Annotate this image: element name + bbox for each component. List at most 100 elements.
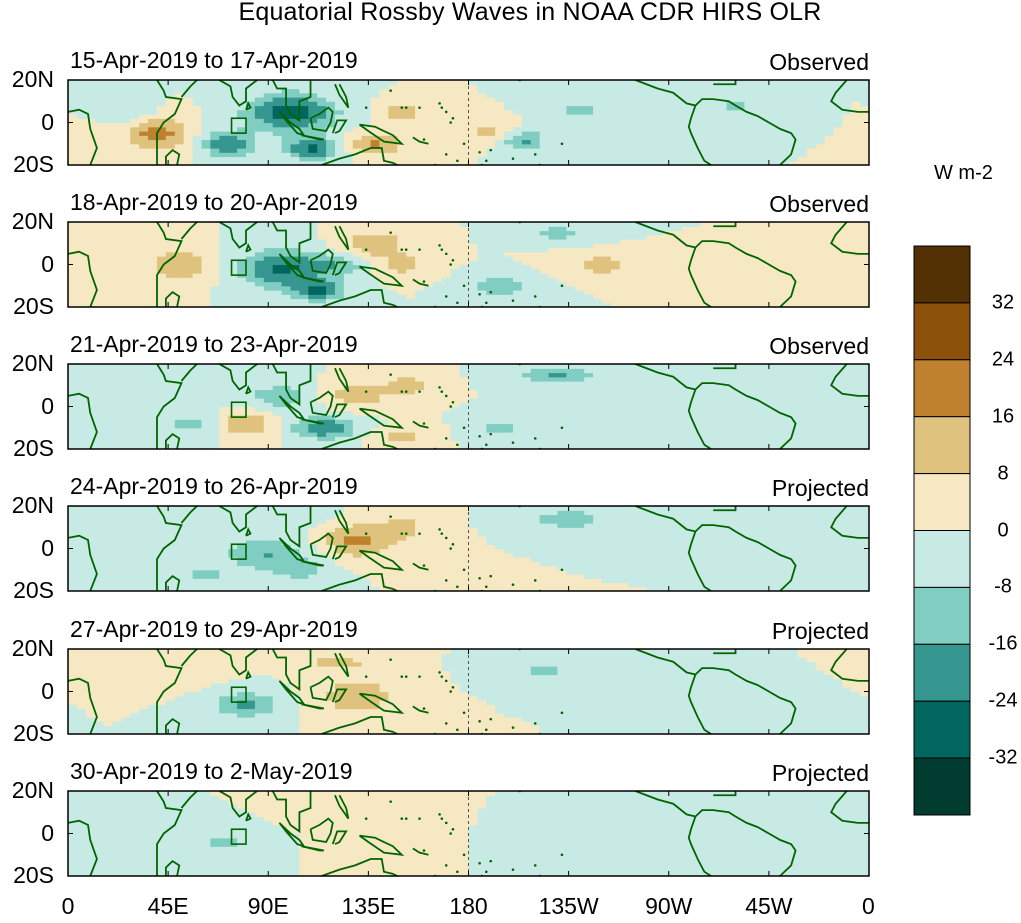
field-cell [602,84,612,90]
field-cell [406,234,416,240]
field-cell [575,118,585,124]
field-cell [415,398,425,403]
field-cell [424,385,434,391]
field-cell [441,389,452,395]
field-cell [121,230,131,236]
field-cell [797,290,808,295]
field-cell [352,88,363,94]
field-cell [388,88,398,94]
field-cell [602,294,612,300]
field-cell [441,368,452,374]
field-cell [192,440,203,446]
field-cell [708,131,719,136]
field-cell [263,105,274,111]
field-cell [521,243,532,249]
field-cell [94,440,105,446]
field-cell [406,226,416,232]
field-cell [575,402,585,408]
field-cell [468,423,478,429]
field-cell [771,239,781,244]
field-cell [602,222,612,227]
field-cell [228,281,238,287]
field-cell [335,131,345,136]
field-cell [521,122,532,128]
field-cell [788,268,799,274]
field-cell [557,385,567,391]
field-cell [530,264,541,270]
field-cell [744,156,754,162]
field-cell [673,152,683,158]
field-cell [263,126,274,132]
field-cell [219,368,229,374]
field-cell [85,118,96,124]
field-cell [788,298,799,304]
field-cell [397,92,407,98]
field-cell [602,256,612,261]
field-cell [94,406,105,412]
field-cell [486,92,496,98]
field-cell [361,398,372,403]
field-cell [771,260,781,266]
field-cell [441,440,452,446]
field-cell [637,251,648,257]
field-cell [860,302,869,307]
field-cell [112,222,122,227]
field-cell [566,398,576,403]
field-cell [557,260,567,266]
field-cell [406,126,416,132]
field-cell [68,135,78,141]
field-cell [788,88,799,94]
field-cell [780,226,790,232]
field-cell [548,389,559,395]
field-cell [317,247,327,253]
field-cell [219,160,229,165]
field-cell [530,114,541,119]
field-cell [94,97,105,102]
field-cell [290,152,300,158]
field-cell [815,302,826,307]
field-cell [94,260,105,266]
field-cell [673,105,683,111]
field-cell [655,251,665,257]
field-cell [343,389,354,395]
field-cell [335,243,345,249]
field-cell [290,372,300,378]
coastline [635,80,696,107]
region-box [230,117,247,134]
field-cell [121,148,131,153]
field-cell [593,268,603,274]
field-cell [673,114,683,119]
island-dot [511,157,515,160]
field-cell [646,114,656,119]
field-cell [272,268,283,274]
field-cell [521,264,532,270]
field-cell [539,398,550,403]
field-cell [165,372,176,378]
field-cell [397,368,407,374]
field-cell [157,131,167,136]
field-cell [237,135,247,141]
field-cell [548,88,559,94]
field-cell [335,444,345,449]
field-cell [468,131,478,136]
field-cell [272,139,283,145]
field-cell [272,239,283,244]
field-cell [112,160,122,165]
field-cell [388,290,398,295]
field-cell [664,114,674,119]
field-cell [699,234,710,240]
field-cell [432,148,443,153]
field-cell [619,251,630,257]
field-cell [263,281,274,287]
field-cell [370,389,381,395]
field-cell [610,268,621,274]
field-cell [85,148,96,153]
field-cell [165,105,176,111]
field-cell [504,152,514,158]
field-cell [397,376,407,382]
field-cell [593,135,603,141]
field-cell [833,243,843,249]
field-cell [76,398,87,403]
field-cell [530,406,541,412]
field-cell [860,277,869,283]
